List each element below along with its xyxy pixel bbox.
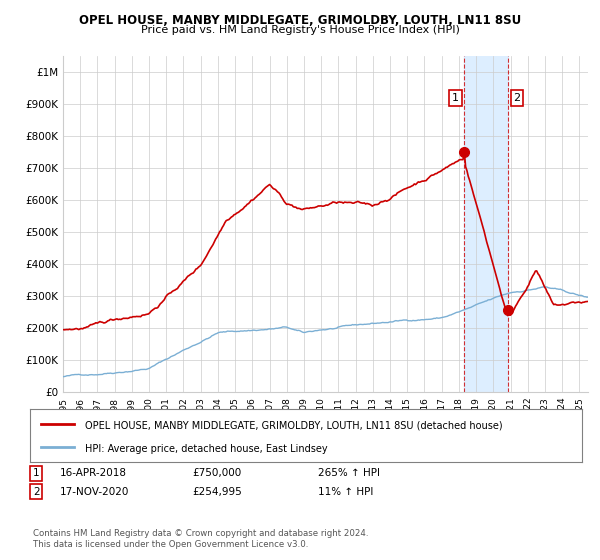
Text: OPEL HOUSE, MANBY MIDDLEGATE, GRIMOLDBY, LOUTH, LN11 8SU: OPEL HOUSE, MANBY MIDDLEGATE, GRIMOLDBY,… [79,14,521,27]
Text: 265% ↑ HPI: 265% ↑ HPI [318,468,380,478]
Text: 2: 2 [514,93,521,103]
Text: HPI: Average price, detached house, East Lindsey: HPI: Average price, detached house, East… [85,444,328,454]
Text: 1: 1 [33,468,40,478]
Text: 11% ↑ HPI: 11% ↑ HPI [318,487,373,497]
Text: OPEL HOUSE, MANBY MIDDLEGATE, GRIMOLDBY, LOUTH, LN11 8SU (detached house): OPEL HOUSE, MANBY MIDDLEGATE, GRIMOLDBY,… [85,421,503,431]
Text: £254,995: £254,995 [192,487,242,497]
Text: Price paid vs. HM Land Registry's House Price Index (HPI): Price paid vs. HM Land Registry's House … [140,25,460,35]
Text: 2: 2 [33,487,40,497]
Text: Contains HM Land Registry data © Crown copyright and database right 2024.
This d: Contains HM Land Registry data © Crown c… [33,529,368,549]
Text: 1: 1 [452,93,459,103]
Text: £750,000: £750,000 [192,468,241,478]
Bar [464,56,508,392]
Text: 16-APR-2018: 16-APR-2018 [60,468,127,478]
Text: 17-NOV-2020: 17-NOV-2020 [60,487,130,497]
